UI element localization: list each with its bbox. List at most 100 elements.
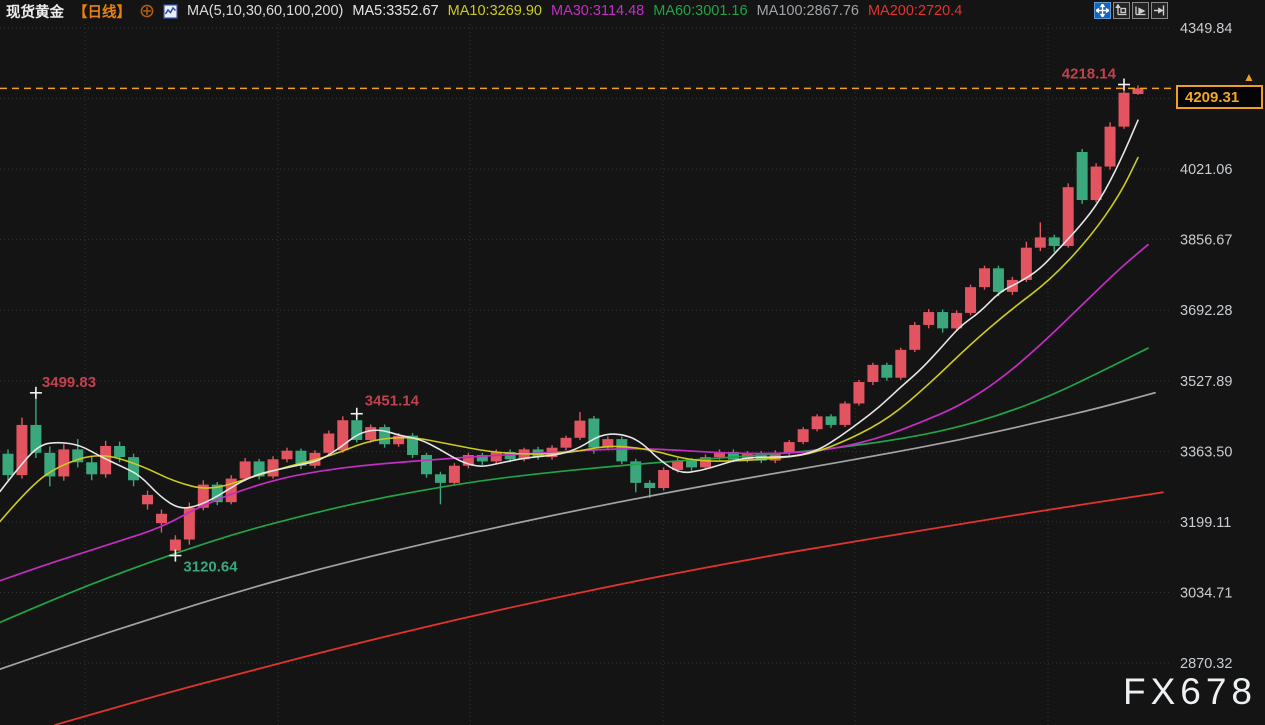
- symbol-name: 现货黄金: [6, 4, 64, 21]
- go-to-latest-icon: [1154, 5, 1165, 16]
- candles: [2, 84, 1144, 556]
- ma-params-label: MA(5,10,30,60,100,200): [187, 3, 344, 19]
- candle-body: [560, 437, 572, 448]
- candle-body: [1048, 237, 1060, 246]
- candle-body: [434, 474, 446, 483]
- candle-body: [909, 324, 921, 350]
- candle-body: [1090, 166, 1102, 201]
- y-axis-tick-label: 3199.11: [1180, 515, 1231, 531]
- candle-body: [630, 461, 642, 483]
- candle-body: [644, 482, 656, 489]
- y-axis-tick-label: 3034.71: [1180, 585, 1232, 601]
- ma60-value: MA60:3001.16: [653, 3, 748, 19]
- candle-body: [658, 470, 670, 489]
- ma-lines: [0, 119, 1164, 725]
- ma-line-ma10: [0, 156, 1139, 523]
- chart-type-icon[interactable]: [163, 3, 178, 19]
- current-price-tag: 4209.31: [1176, 85, 1263, 110]
- candle-body: [253, 461, 265, 477]
- candle-body: [128, 457, 140, 481]
- candle-body: [16, 424, 28, 476]
- candle-body: [462, 454, 474, 466]
- y-axis-zoom-icon: [1115, 4, 1127, 16]
- zoom-add-icon[interactable]: [140, 4, 154, 18]
- candle-body: [700, 457, 711, 468]
- candle-body: [811, 416, 823, 430]
- candle-body: [421, 454, 432, 475]
- candle-body: [881, 364, 893, 378]
- ma10-value: MA10:3269.90: [447, 3, 542, 19]
- candle-body: [114, 445, 126, 458]
- chart-toolbar: [1094, 2, 1168, 19]
- candle-body: [602, 439, 614, 448]
- candle-body: [30, 424, 42, 453]
- candle-body: [86, 462, 98, 475]
- candle-body: [965, 287, 977, 313]
- go-to-latest-button[interactable]: [1151, 2, 1168, 19]
- candle-body: [197, 484, 209, 508]
- watermark-logo: FX678: [1122, 671, 1257, 712]
- candle-body: [727, 451, 739, 460]
- extreme-markers: 3499.83 3120.64 3451.14 4218.14: [29, 66, 1130, 576]
- candle-body: [1076, 151, 1088, 201]
- candle-body: [783, 442, 795, 453]
- candle-body: [448, 465, 460, 483]
- candle-body: [588, 418, 600, 448]
- candle-body: [825, 416, 837, 425]
- candle-body: [267, 459, 279, 477]
- candle-body: [1132, 88, 1144, 95]
- candle-body: [1034, 237, 1046, 248]
- y-axis-tick-label: 3856.67: [1180, 233, 1232, 249]
- candle-body: [393, 435, 405, 445]
- ma-line-ma200: [54, 491, 1164, 725]
- candle-body: [1104, 126, 1116, 167]
- candle-body: [574, 420, 586, 438]
- candle-body: [686, 460, 698, 468]
- gridlines: [0, 24, 1172, 725]
- candle-body: [839, 403, 851, 425]
- candle-body: [323, 433, 335, 453]
- candle-body: [351, 420, 363, 440]
- candle-body: [239, 461, 251, 479]
- y-axis-zoom-button[interactable]: [1113, 2, 1130, 19]
- y-axis-tick-label: 4021.06: [1180, 162, 1232, 178]
- candle-body: [616, 439, 628, 462]
- candle-body: [365, 427, 377, 440]
- candle-body: [225, 478, 237, 503]
- candle-body: [44, 452, 56, 477]
- candle-body: [713, 451, 725, 458]
- y-axis-tick-label: 4349.84: [1180, 21, 1232, 37]
- candle-body: [1118, 92, 1130, 127]
- candle-body: [979, 268, 990, 288]
- ma-line-ma5: [0, 119, 1139, 509]
- candle-body: [476, 454, 488, 462]
- ma5-value: MA5:3352.67: [352, 3, 439, 19]
- y-axis-tick-label: 3692.28: [1180, 303, 1232, 319]
- candle-body: [853, 382, 865, 404]
- candle-body: [672, 460, 684, 471]
- y-axis-tick-label: 3527.89: [1180, 374, 1232, 390]
- candle-body: [72, 449, 84, 463]
- candle-body: [142, 494, 153, 505]
- candle-body: [379, 427, 391, 445]
- candle-body: [183, 507, 195, 540]
- candle-body: [337, 420, 349, 451]
- timeframe-label[interactable]: 【日线】: [73, 4, 131, 21]
- x-axis-zoom-button[interactable]: [1132, 2, 1149, 19]
- candle-body: [490, 451, 502, 462]
- candle-body: [992, 268, 1004, 292]
- candle-body: [895, 349, 907, 378]
- y-axis[interactable]: 4349.84 4021.06 3856.67 3692.28 3527.89 3363.…: [1180, 21, 1232, 672]
- candle-body: [295, 450, 307, 466]
- pan-tool-button[interactable]: [1094, 2, 1111, 19]
- y-axis-tick-label: 3363.50: [1180, 444, 1232, 460]
- chart-header: 现货黄金 【日线】 MA(5,10,30,60,100,200) MA5:335…: [0, 0, 962, 22]
- candle-body: [797, 429, 809, 443]
- candle-body: [1020, 247, 1032, 280]
- candle-body: [923, 312, 935, 325]
- candle-body: [937, 312, 949, 329]
- ma200-value: MA200:2720.4: [867, 3, 963, 19]
- candle-body: [58, 449, 70, 477]
